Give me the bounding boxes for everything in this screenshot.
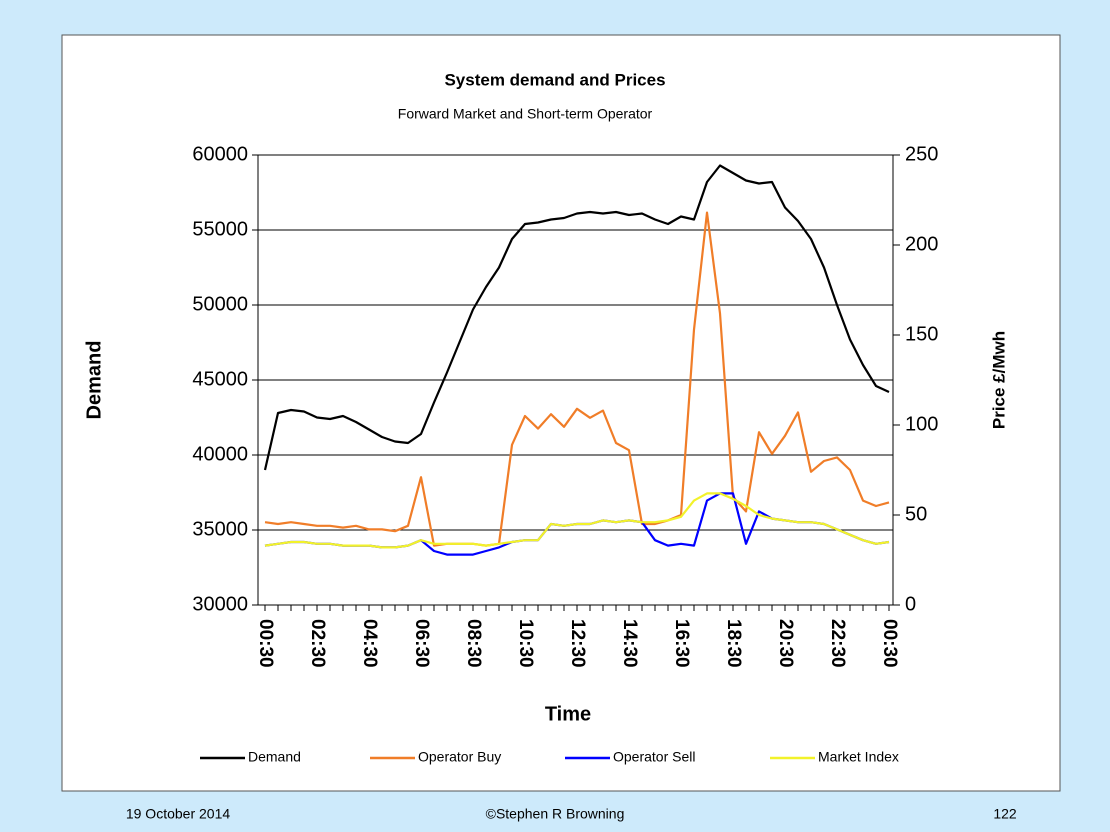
y-tick-label: 60000 (192, 143, 248, 165)
footer-date: 19 October 2014 (126, 806, 231, 822)
x-tick-label: 22:30 (827, 619, 848, 668)
y-tick-label: 30000 (192, 593, 248, 615)
series-line (264, 211, 890, 547)
x-tick-label: 14:30 (619, 619, 640, 668)
x-tick-label: 10:30 (515, 619, 536, 668)
y-tick-label: 45000 (192, 368, 248, 390)
x-tick-label: 16:30 (671, 619, 692, 668)
x-tick-label: 20:30 (775, 619, 796, 668)
y-tick-label: 50000 (192, 293, 248, 315)
chart-frame (61, 34, 1061, 792)
x-tick-label: 06:30 (411, 619, 432, 668)
legend-label: Market Index (818, 749, 899, 765)
y2-tick-label: 250 (905, 143, 938, 165)
x-tick-label: 08:30 (463, 619, 484, 668)
x-tick-label: 02:30 (307, 619, 328, 668)
chart-title: System demand and Prices (444, 70, 665, 89)
legend-label: Operator Buy (418, 749, 501, 765)
legend-label: Operator Sell (613, 749, 695, 765)
y-axis-label: Demand (83, 341, 105, 420)
series-line (263, 164, 890, 471)
x-axis-label: Time (545, 703, 591, 725)
y2-tick-label: 200 (905, 233, 938, 255)
y2-tick-label: 100 (905, 413, 938, 435)
chart-subtitle: Forward Market and Short-term Operator (398, 106, 653, 122)
y2-tick-label: 0 (905, 593, 916, 615)
y2-axis-label: Price £/Mwh (989, 331, 1008, 429)
x-tick-label: 18:30 (723, 619, 744, 668)
footer-page: 122 (993, 806, 1017, 822)
y-tick-label: 40000 (192, 443, 248, 465)
x-tick-label: 04:30 (359, 619, 380, 668)
x-tick-label: 00:30 (255, 619, 276, 668)
legend-label: Demand (248, 749, 301, 765)
y-tick-label: 35000 (192, 518, 248, 540)
series-line (264, 492, 890, 549)
footer-author: ©Stephen R Browning (486, 806, 625, 822)
y2-tick-label: 150 (905, 323, 938, 345)
y-tick-label: 55000 (192, 218, 248, 240)
y2-tick-label: 50 (905, 503, 927, 525)
x-tick-label: 12:30 (567, 619, 588, 668)
x-tick-label: 00:30 (879, 619, 900, 668)
